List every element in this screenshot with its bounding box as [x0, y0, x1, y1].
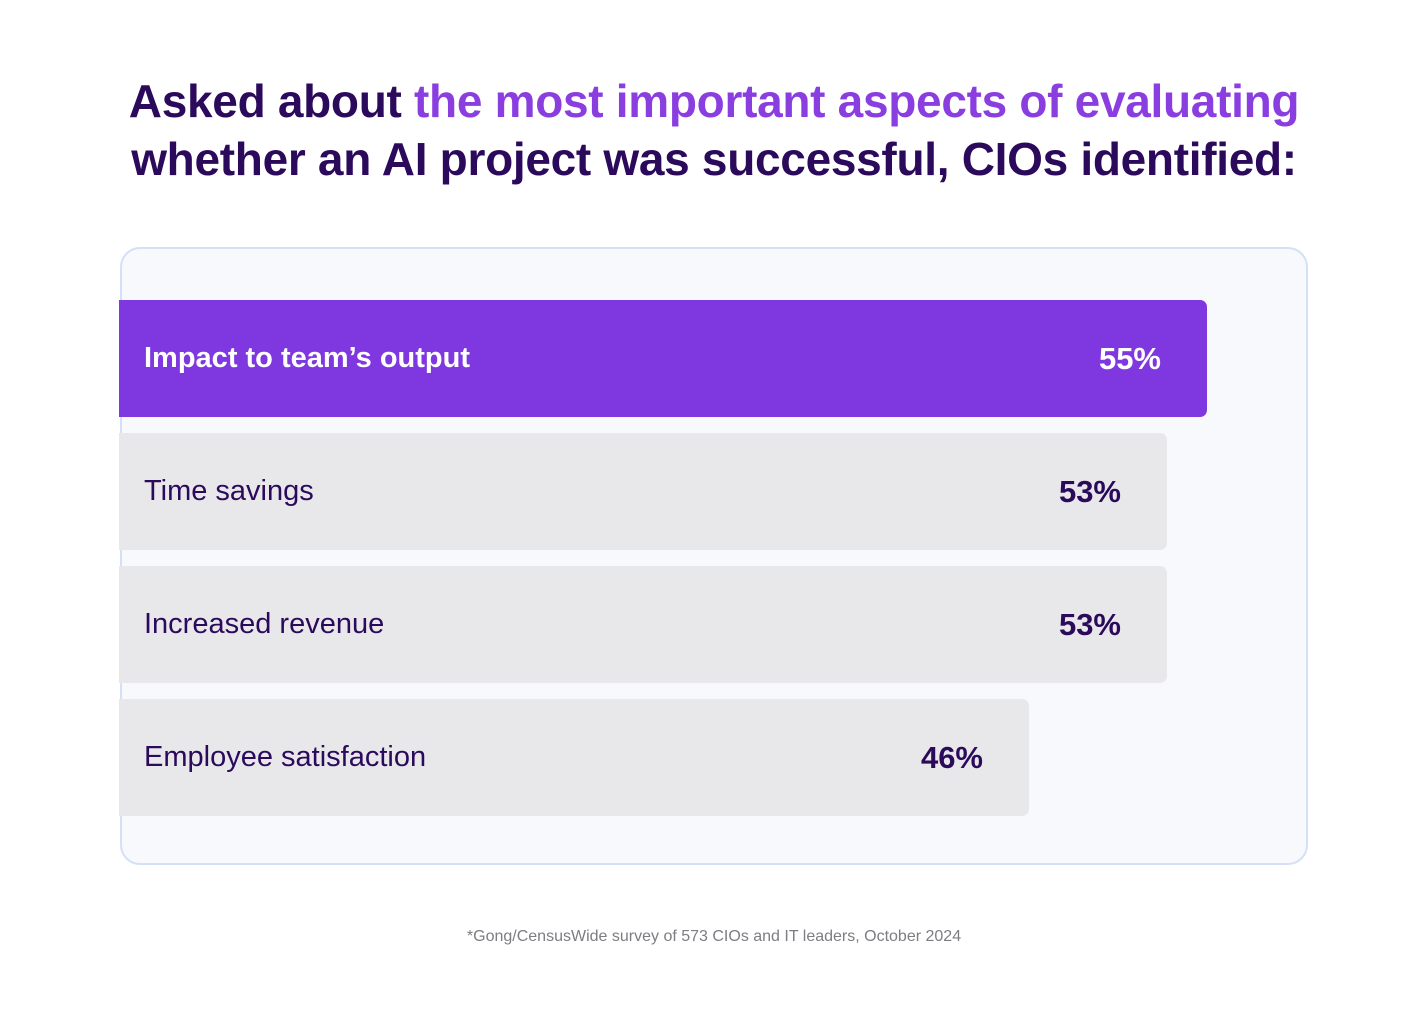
bar-label: Increased revenue	[144, 608, 385, 640]
bar-value-label: 53%	[1058, 474, 1121, 509]
bar-4: Employee satisfaction 46%	[119, 699, 1029, 816]
bar-value-label: 46%	[920, 740, 983, 775]
headline-highlight: the most important aspects of evaluating	[414, 75, 1300, 127]
chart-headline: Asked about the most important aspects o…	[40, 72, 1388, 188]
bar-label: Impact to team’s output	[144, 342, 470, 374]
bar-value-label: 55%	[1098, 341, 1161, 376]
bar-label: Time savings	[144, 475, 314, 507]
bar-label: Employee satisfaction	[144, 741, 427, 773]
bar-value-label: 53%	[1058, 607, 1121, 642]
source-footnote: *Gong/CensusWide survey of 573 CIOs and …	[466, 928, 962, 945]
bar-2: Time savings 53%	[119, 433, 1167, 550]
headline-part-1: Asked about	[128, 75, 415, 127]
headline-part-2: whether an AI project was successful, CI…	[131, 133, 1297, 185]
bar-1: Impact to team’s output 55%	[119, 300, 1207, 417]
bar-3: Increased revenue 53%	[119, 566, 1167, 683]
